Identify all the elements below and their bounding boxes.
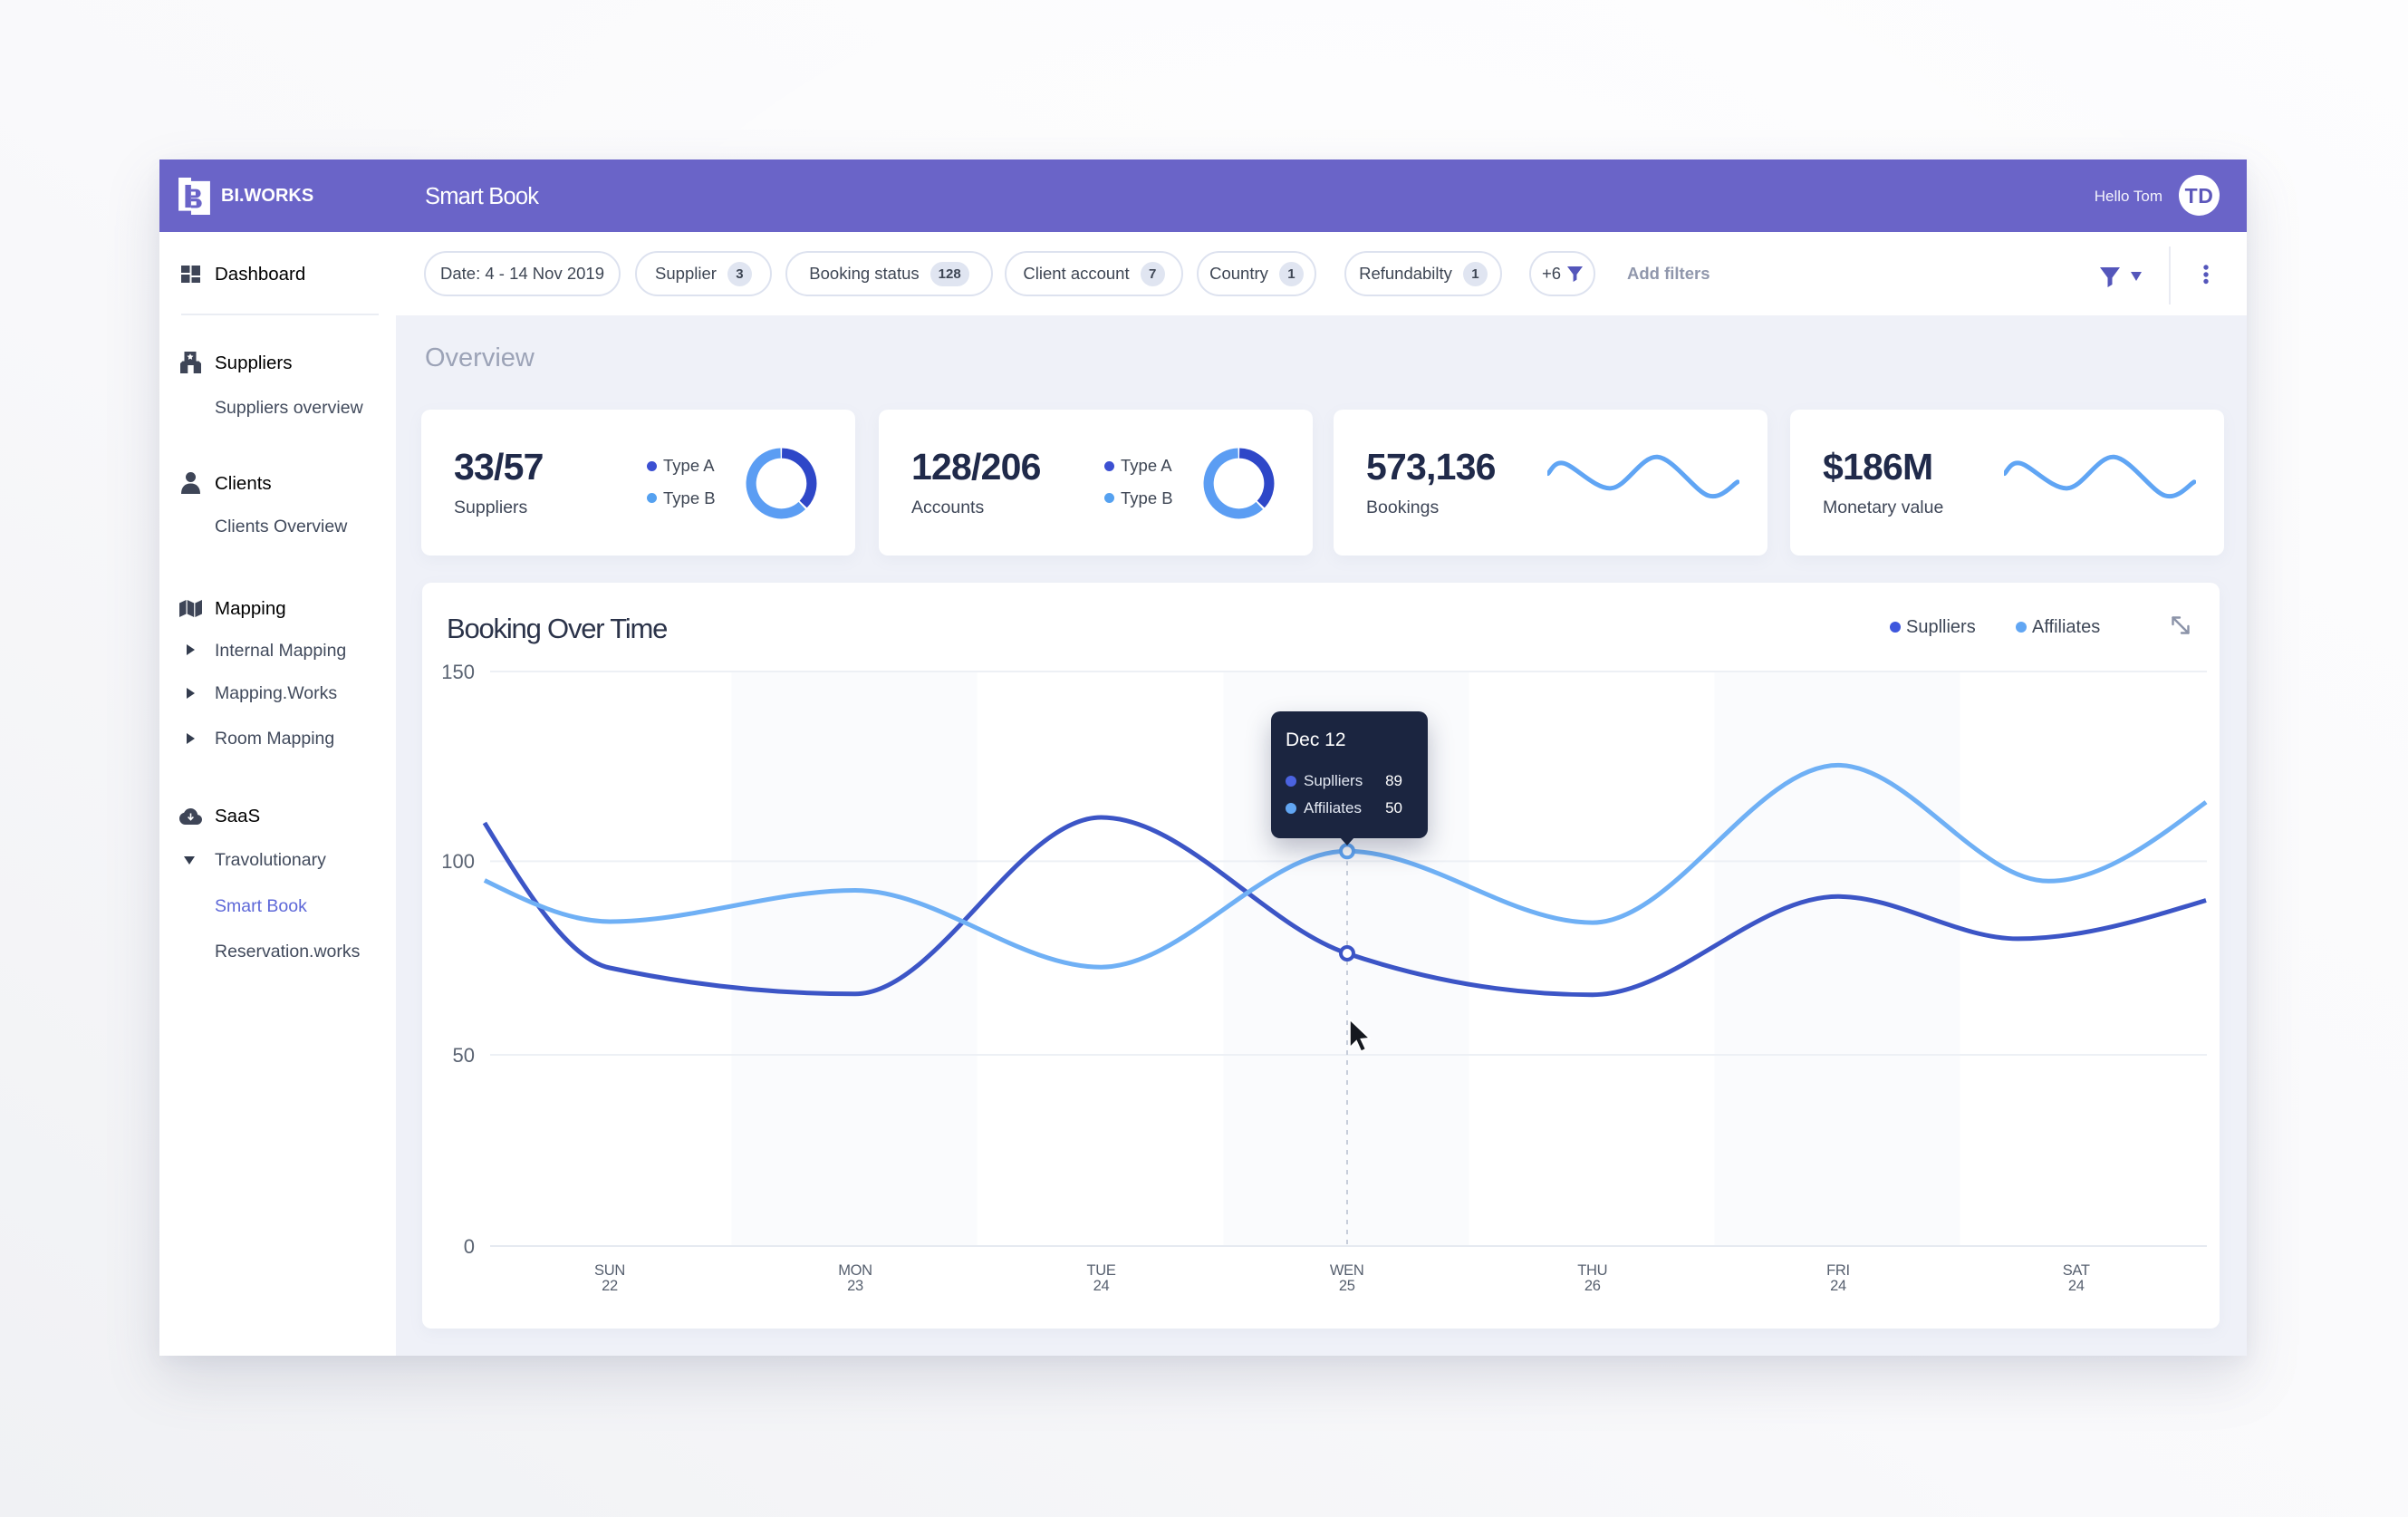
svg-text:WEN: WEN <box>1330 1262 1364 1279</box>
svg-text:24: 24 <box>1093 1278 1110 1294</box>
svg-text:50: 50 <box>453 1044 475 1067</box>
svg-text:22: 22 <box>602 1278 618 1294</box>
svg-text:24: 24 <box>2068 1278 2085 1294</box>
svg-text:24: 24 <box>1830 1278 1846 1294</box>
svg-text:THU: THU <box>1577 1262 1607 1279</box>
svg-text:100: 100 <box>441 850 475 873</box>
svg-text:25: 25 <box>1339 1278 1355 1294</box>
svg-text:26: 26 <box>1584 1278 1601 1294</box>
svg-text:23: 23 <box>847 1278 863 1294</box>
svg-text:TUE: TUE <box>1086 1262 1115 1279</box>
svg-text:FRI: FRI <box>1826 1262 1850 1279</box>
svg-text:MON: MON <box>838 1262 872 1279</box>
svg-text:SUN: SUN <box>594 1262 625 1279</box>
svg-text:150: 150 <box>441 661 475 683</box>
svg-text:0: 0 <box>464 1235 475 1258</box>
svg-text:SAT: SAT <box>2063 1262 2090 1279</box>
